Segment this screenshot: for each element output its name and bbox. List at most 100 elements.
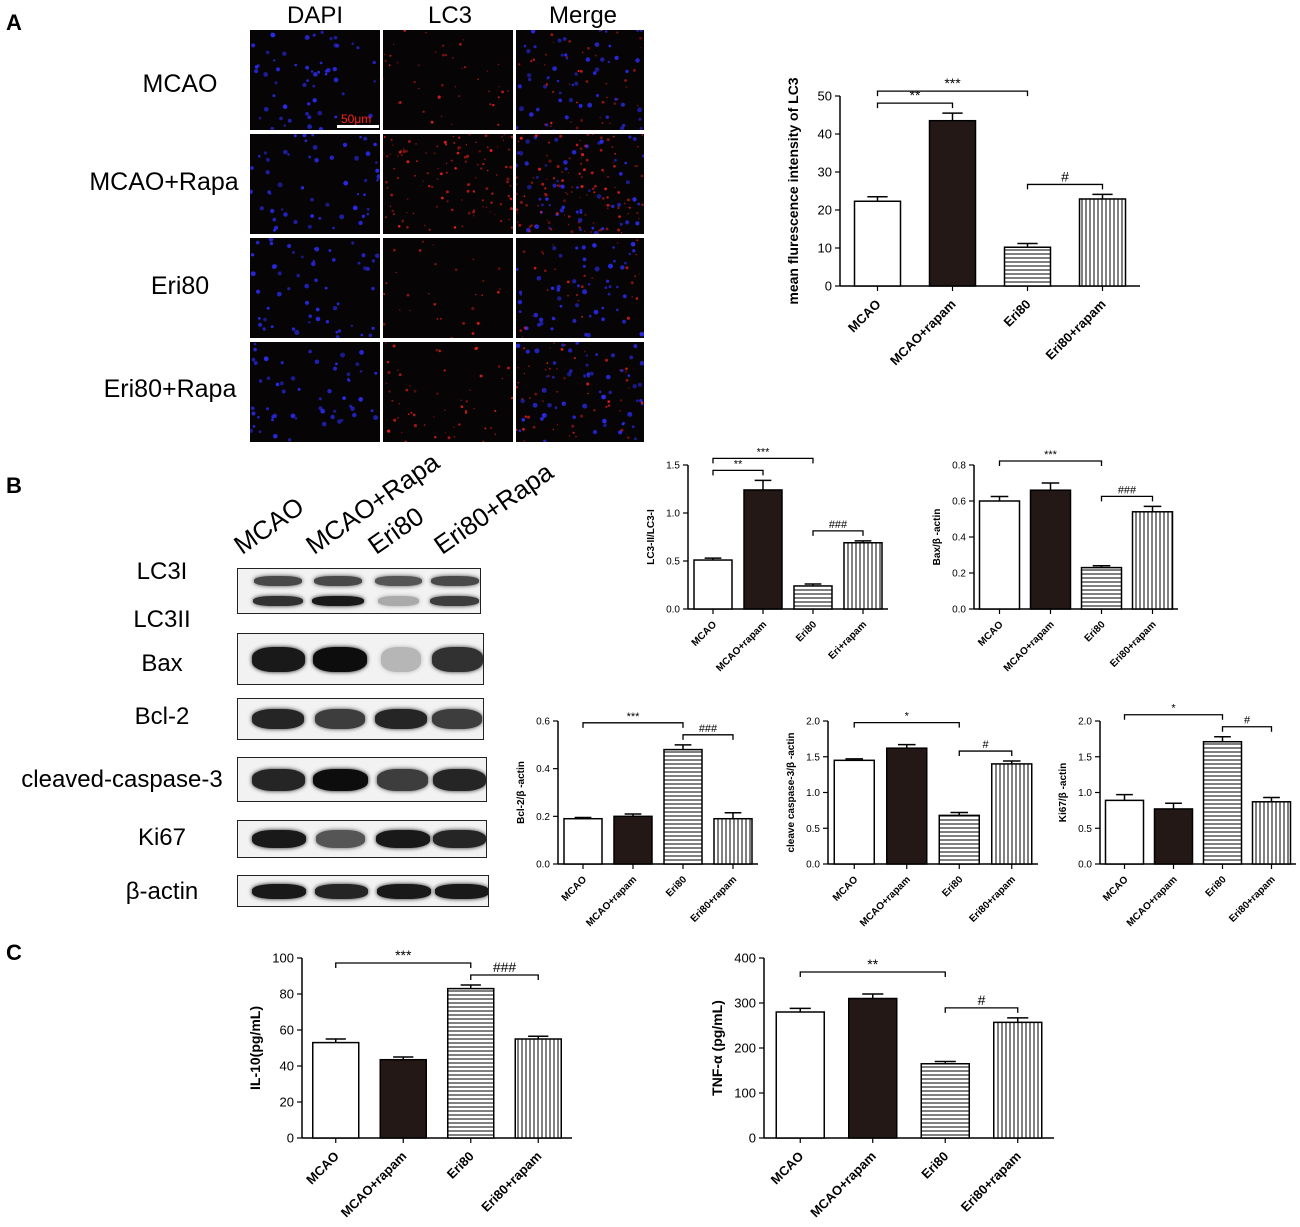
y-axis-label: IL-10(pg/mL) — [247, 1006, 263, 1090]
y-tick-label: 50 — [818, 89, 832, 104]
wb-band — [253, 596, 303, 606]
x-tick-label: MCAO — [1101, 874, 1131, 904]
y-axis-label: LC3-II/LC3-I — [646, 509, 657, 565]
significance-label: * — [905, 711, 910, 723]
wb-label-cleaved-caspase3: cleaved-caspase-3 — [21, 766, 223, 793]
bar-mcao-rapam — [1029, 489, 1072, 610]
wb-label-lc3i: LC3I — [136, 558, 188, 585]
y-tick-label: 2.0 — [806, 717, 820, 728]
chart-lc3-intensity: 0 10 20 30 40 50 mean flurescence intensity of… — [785, 75, 1140, 369]
x-tick-label: MCAO+rapam — [584, 874, 639, 929]
significance-bracket — [712, 469, 764, 476]
x-tick-label: Eri80+rapam — [689, 874, 740, 925]
y-tick-label: 0 — [749, 1131, 756, 1146]
bar-mcao-rapam — [379, 1058, 427, 1139]
significance-label: ### — [829, 519, 848, 531]
wb-band — [252, 830, 306, 848]
significance-label: # — [1244, 715, 1251, 727]
wb-band — [252, 769, 305, 791]
significance-bracket — [682, 734, 734, 740]
bar-eri80 — [1080, 566, 1123, 610]
wb-band — [430, 596, 479, 606]
wb-lane-label-eri80-rapa: Eri80+Rapa — [428, 456, 559, 561]
chart-tnf: 0 100 200 300 400 TNF-α (pg/mL) MCAO MCAO+rapam… — [709, 951, 1054, 1220]
significance-label: # — [982, 739, 989, 751]
y-tick-label: 0.2 — [536, 812, 550, 823]
x-tick-label: MCAO — [303, 1149, 342, 1188]
x-tick-label: MCAO — [560, 874, 590, 904]
scale-bar — [337, 125, 379, 128]
x-tick-label: Eri80 — [794, 619, 819, 644]
y-tick-label: 0.6 — [536, 717, 550, 728]
wb-band — [313, 647, 367, 672]
significance-label: # — [1061, 168, 1069, 184]
y-tick-label: 40 — [280, 1059, 294, 1074]
wb-blot-box — [237, 698, 484, 740]
significance-label: *** — [395, 947, 412, 963]
y-tick-label: 2.0 — [1078, 717, 1092, 728]
wb-band — [313, 769, 368, 791]
wb-band — [252, 647, 305, 672]
significance-label: ** — [734, 458, 743, 470]
y-tick-label: 1.0 — [806, 788, 820, 799]
y-tick-label: 20 — [818, 203, 832, 218]
y-tick-label: 200 — [734, 1041, 756, 1056]
if-image-tile — [383, 134, 513, 234]
panel-letter-c: C — [6, 940, 22, 965]
significance-bracket — [812, 530, 864, 536]
x-tick-label: MCAO — [845, 297, 884, 336]
wb-band — [376, 830, 430, 848]
bar-eri80 — [1202, 740, 1243, 865]
significance-label: *** — [944, 75, 961, 91]
x-tick-label: MCAO+rapam — [1002, 619, 1057, 674]
wb-band — [375, 709, 427, 729]
y-axis-label: cleave caspase-3/β -actin — [786, 732, 797, 852]
wb-blot-box — [237, 757, 487, 802]
if-row-label-eri80: Eri80 — [150, 272, 210, 300]
bar-mcao-rapam — [613, 815, 653, 865]
x-tick-label: MCAO+rapam — [338, 1149, 410, 1221]
bar-mcao — [978, 500, 1021, 610]
y-tick-label: 300 — [734, 996, 756, 1011]
if-image-tile — [516, 30, 644, 130]
y-tick-label: 400 — [734, 951, 756, 966]
x-tick-label: Eri80+rapam — [1108, 619, 1159, 670]
if-row-label-eri80-rapa: Eri80+Rapa — [103, 375, 237, 403]
y-tick-label: 1.5 — [806, 752, 820, 763]
wb-band — [381, 647, 421, 672]
if-column-header-dapi: DAPI — [286, 2, 343, 29]
wb-band — [314, 576, 362, 586]
significance-label: *** — [1044, 449, 1058, 461]
significance-bracket — [582, 722, 684, 728]
significance-bracket — [958, 750, 1013, 757]
if-image-tile — [516, 238, 644, 338]
bar-eri80 — [793, 585, 833, 610]
wb-band — [431, 576, 479, 586]
if-image-tile — [516, 342, 644, 442]
bar-mcao-rapam — [743, 489, 783, 610]
bar-eri80-rapam — [993, 1021, 1043, 1139]
bar-eri80-rapam — [713, 817, 753, 865]
if-image-tile — [383, 30, 513, 130]
if-row-label-mcao-rapa: MCAO+Rapa — [89, 168, 239, 196]
y-tick-label: 0.6 — [952, 497, 966, 508]
x-tick-label: MCAO+rapam — [887, 297, 959, 369]
bar-mcao-rapam — [848, 997, 898, 1139]
wb-blot-box — [237, 820, 487, 858]
wb-band — [432, 647, 483, 672]
x-tick-label: MCAO — [831, 874, 861, 904]
wb-band — [315, 884, 368, 899]
x-tick-label: MCAO — [768, 1149, 807, 1188]
if-row-label-mcao: MCAO — [142, 70, 218, 98]
wb-lane-label-mcao: MCAO — [228, 490, 310, 561]
y-tick-label: 0.5 — [806, 824, 820, 835]
x-tick-label: Eri80 — [940, 874, 965, 899]
y-tick-label: 20 — [280, 1095, 294, 1110]
y-axis-label: Ki67/β -actin — [1058, 763, 1069, 822]
wb-band — [375, 576, 422, 586]
y-axis-label: Bax/β -actin — [932, 509, 943, 566]
significance-label: ### — [493, 959, 517, 975]
bar-eri80-rapam — [991, 763, 1033, 865]
x-tick-label: MCAO — [690, 619, 720, 649]
